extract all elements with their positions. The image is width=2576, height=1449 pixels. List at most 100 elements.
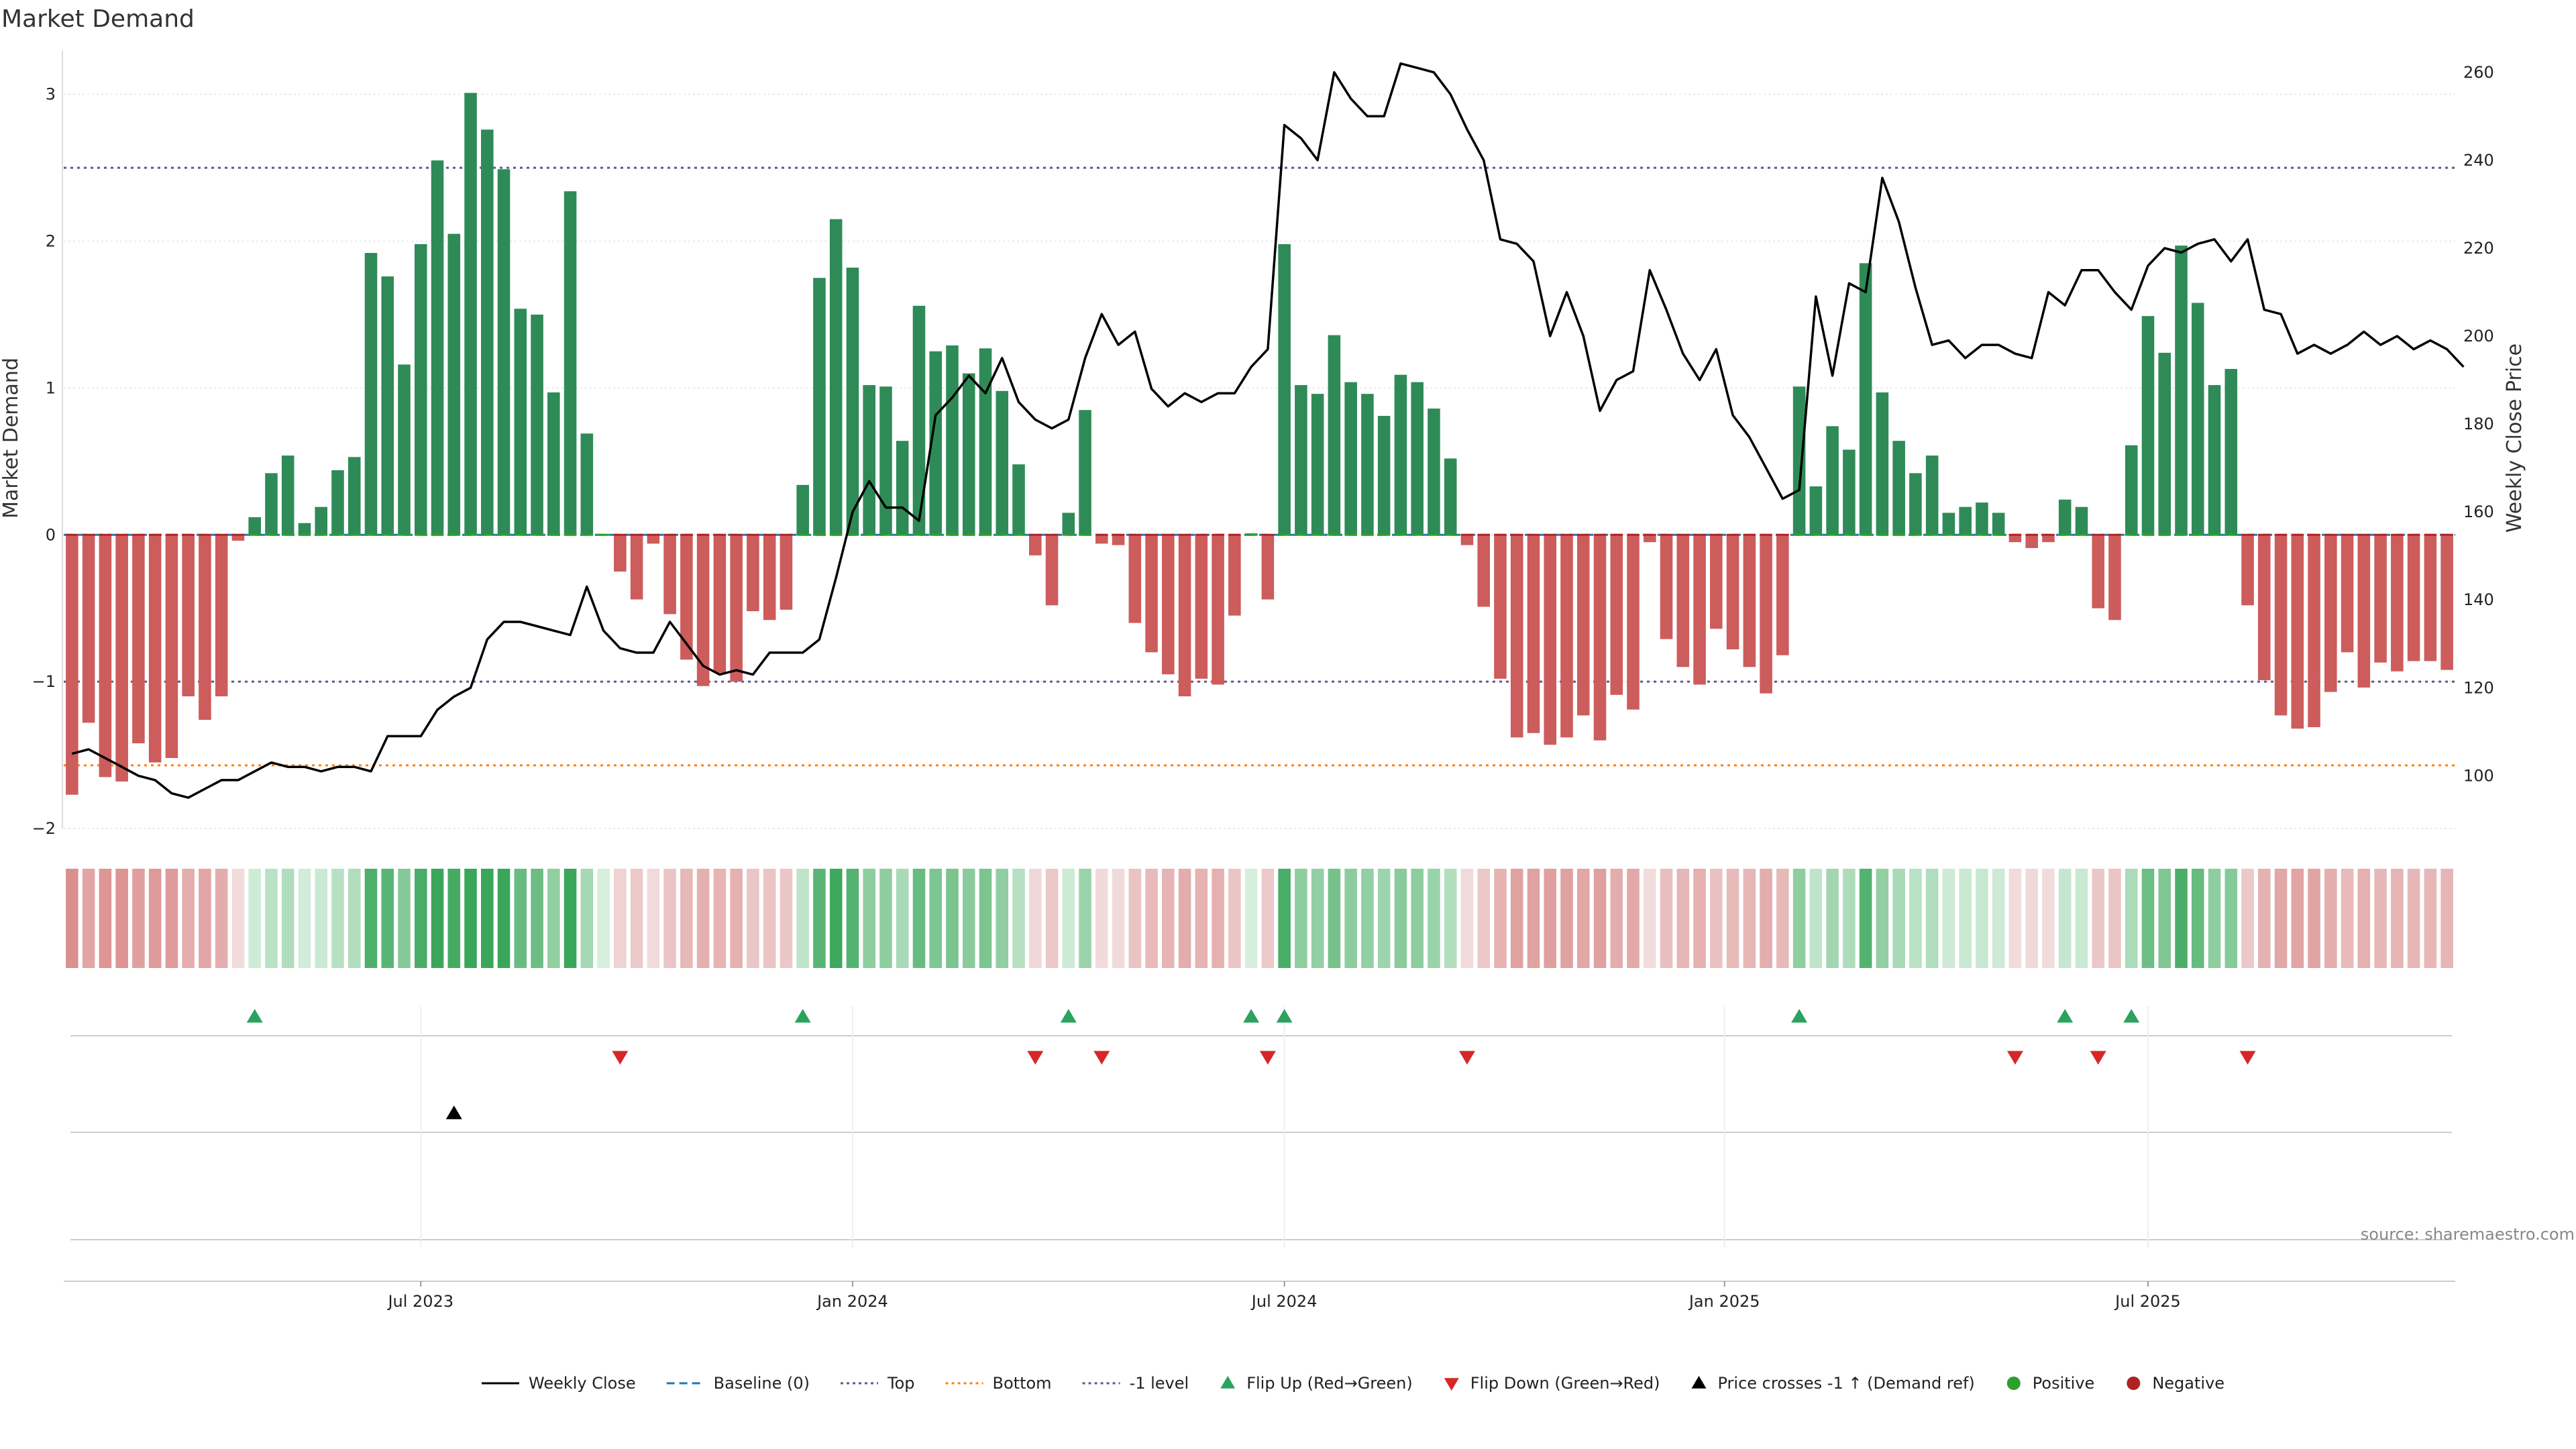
demand-bar <box>1261 535 1275 600</box>
demand-bar <box>2391 535 2404 672</box>
legend-label: Bottom <box>993 1374 1052 1393</box>
demand-bar <box>182 535 195 697</box>
demand-bar <box>1394 374 1407 535</box>
demand-bar <box>1128 535 1142 623</box>
heat-strip-cell <box>1710 869 1723 968</box>
x-tick-label: Jul 2023 <box>386 1292 453 1311</box>
heat-strip-cell <box>1627 869 1640 968</box>
flip-down-marker <box>1027 1051 1044 1065</box>
demand-bar <box>514 309 527 535</box>
heat-strip-cell <box>2291 869 2304 968</box>
demand-bar <box>199 535 211 720</box>
legend-item: Positive <box>2006 1374 2095 1393</box>
demand-bar <box>863 385 875 535</box>
event-panels <box>70 1006 2452 1248</box>
demand-bar <box>364 253 378 535</box>
heat-strip-cell <box>1527 869 1540 968</box>
legend-swatch <box>2006 1377 2021 1390</box>
heat-strip-cell <box>199 869 211 968</box>
demand-bar <box>912 305 926 535</box>
heat-strip-cell <box>1244 869 1258 968</box>
heat-strip-cell <box>2324 869 2337 968</box>
y2-tick-label: 220 <box>2463 239 2494 258</box>
demand-bar <box>347 457 361 535</box>
heat-strip-cell <box>1128 869 1142 968</box>
heat-strip-cell <box>2407 869 2420 968</box>
heat-strip-cell <box>2191 869 2204 968</box>
demand-bar <box>431 160 444 535</box>
heat-strip-cell <box>879 869 892 968</box>
demand-bar <box>1826 426 1839 535</box>
demand-bar <box>497 169 511 535</box>
demand-bar <box>1876 392 1889 535</box>
legend: Weekly Close Baseline (0) Top Bottom -1 leve… <box>482 1374 2224 1393</box>
heat-strip-cell <box>2224 869 2238 968</box>
legend-item: Bottom <box>945 1374 1052 1393</box>
demand-bar <box>2374 535 2387 663</box>
heat-strip-cell <box>863 869 875 968</box>
flip-down-marker <box>1259 1051 1276 1065</box>
demand-bar <box>1693 535 1706 685</box>
demand-bar <box>248 517 261 535</box>
demand-bar <box>696 535 710 686</box>
heat-strip-cell <box>946 869 959 968</box>
heat-strip-cell <box>846 869 859 968</box>
demand-bar <box>1676 535 1690 667</box>
heat-strip-cell <box>2241 869 2254 968</box>
heat-strip-cell <box>1228 869 1241 968</box>
heat-strip-cell <box>1693 869 1706 968</box>
heat-strip-cell <box>713 869 727 968</box>
demand-bar <box>1112 535 1125 545</box>
heat-strip-cell <box>315 869 328 968</box>
demand-bar <box>82 535 95 723</box>
heat-strip-cell <box>696 869 710 968</box>
heat-strip-cell <box>1295 869 1307 968</box>
heat-strip-cell <box>1942 869 1955 968</box>
demand-bar <box>2008 535 2022 543</box>
demand-bar <box>1212 535 1224 685</box>
demand-bar <box>1460 535 1474 545</box>
heat-strip-cell <box>1976 869 1988 968</box>
legend-label: Positive <box>2033 1374 2095 1393</box>
x-tick-label: Jul 2024 <box>1250 1292 1318 1311</box>
demand-bar <box>2440 535 2453 670</box>
heat-strip-cell <box>2008 869 2022 968</box>
heat-strip-cell <box>1212 869 1224 968</box>
heat-strip-cell <box>215 869 228 968</box>
demand-bar <box>2324 535 2337 692</box>
heat-strip-cell <box>2391 869 2404 968</box>
legend-label: -1 level <box>1130 1374 1189 1393</box>
y-axis-label: Market Demand <box>0 358 23 519</box>
heat-strip-cell <box>2042 869 2055 968</box>
y2-tick-label: 240 <box>2463 151 2494 170</box>
legend-label: Flip Up (Red→Green) <box>1246 1374 1413 1393</box>
demand-bar <box>1710 535 1723 629</box>
heat-strip-cell <box>1079 869 1091 968</box>
demand-bar <box>1311 394 1324 535</box>
heat-strip-cell <box>962 869 975 968</box>
heat-strip-cell <box>331 869 344 968</box>
legend-label: Weekly Close <box>529 1374 636 1393</box>
heat-strip-cell <box>647 869 660 968</box>
heat-strip-cell <box>1593 869 1607 968</box>
demand-bar <box>1195 535 1208 679</box>
x-axis: Jul 2023 Jan 2024 Jul 2024 Jan 2025 Jul 2025 <box>64 1281 2455 1311</box>
y-tick-label: −2 <box>32 819 56 838</box>
demand-bar <box>564 191 577 535</box>
demand-bar <box>680 535 693 660</box>
demand-bar <box>1045 535 1059 606</box>
legend-item: Baseline (0) <box>666 1374 810 1393</box>
heat-strip-cell <box>780 869 793 968</box>
demand-bar <box>2075 506 2088 535</box>
demand-bar <box>447 233 461 535</box>
demand-bar <box>2341 535 2354 653</box>
demand-bar <box>747 535 759 612</box>
heat-strip-cell <box>1992 869 2005 968</box>
heat-strip-cell <box>2357 869 2371 968</box>
heat-strip-cell <box>2158 869 2171 968</box>
demand-bar <box>2092 535 2105 608</box>
heat-strip-cell <box>1311 869 1324 968</box>
demand-bar <box>2191 303 2204 535</box>
heat-strip-cell <box>514 869 527 968</box>
demand-bar <box>1178 535 1191 697</box>
